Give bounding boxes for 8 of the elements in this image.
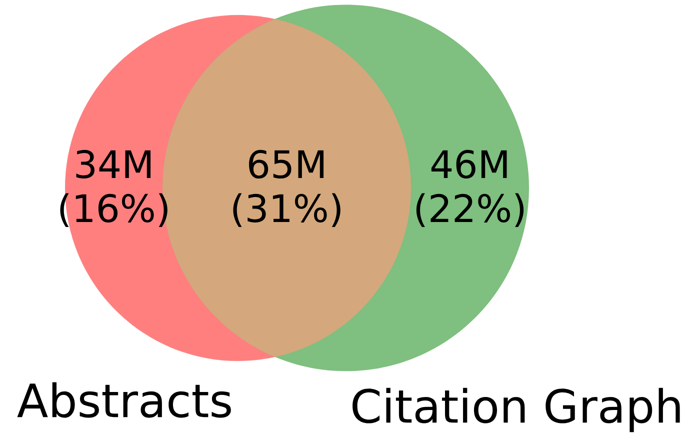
- text: (16%): [60, 193, 168, 227]
- data-label: 65M: [249, 150, 324, 179]
- text: (22%): [416, 193, 524, 227]
- data-label: 34M: [76, 150, 151, 179]
- data-label: 46M: [431, 150, 507, 179]
- text: (31%): [233, 193, 340, 227]
- text: Citation Graph: [352, 388, 680, 432]
- text: Abstracts: [17, 382, 231, 418]
